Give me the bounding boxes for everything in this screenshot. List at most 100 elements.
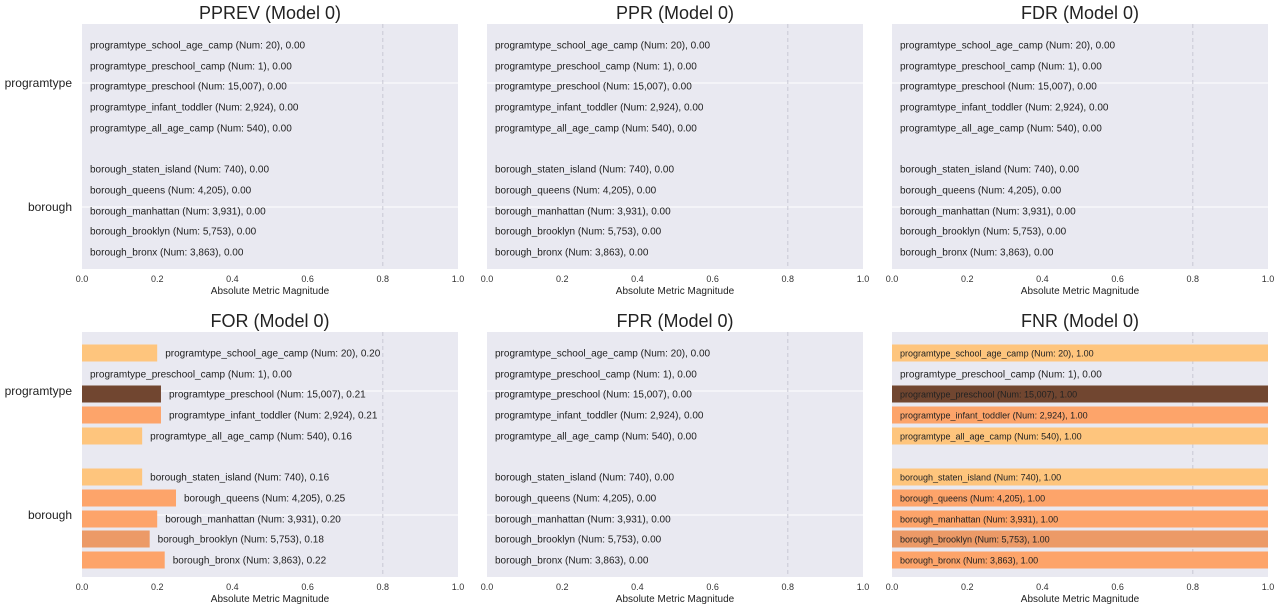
bar-label: borough_bronx (Num: 3,863), 0.00 — [90, 248, 244, 259]
x-tick-label: 0.0 — [886, 274, 899, 284]
x-tick-label: 0.4 — [1036, 274, 1049, 284]
x-tick-label: 0.0 — [481, 274, 494, 284]
x-axis-label: Absolute Metric Magnitude — [1021, 286, 1140, 297]
bar-label: programtype_school_age_camp (Num: 20), 1… — [900, 349, 1094, 359]
bar-label: programtype_all_age_camp (Num: 540), 0.1… — [150, 432, 352, 443]
bar-label: borough_brooklyn (Num: 5,753), 1.00 — [900, 535, 1050, 545]
bar-label: programtype_all_age_camp (Num: 540), 1.0… — [900, 432, 1082, 442]
bar-label: borough_manhattan (Num: 3,931), 0.00 — [900, 207, 1076, 218]
x-tick-label: 0.8 — [1187, 274, 1200, 284]
bar-label: borough_queens (Num: 4,205), 0.00 — [495, 186, 657, 197]
x-tick-label: 1.0 — [857, 274, 870, 284]
bar-label: borough_queens (Num: 4,205), 0.00 — [900, 186, 1062, 197]
bar-label: programtype_infant_toddler (Num: 2,924),… — [900, 103, 1109, 114]
bar-label: programtype_preschool_camp (Num: 1), 0.0… — [90, 370, 292, 381]
bar-label: programtype_preschool (Num: 15,007), 0.0… — [495, 390, 692, 401]
bar — [82, 406, 161, 424]
bar — [892, 427, 1268, 445]
bar — [892, 510, 1268, 528]
bar-label: programtype_school_age_camp (Num: 20), 0… — [90, 41, 306, 52]
x-tick-label: 1.0 — [1262, 274, 1275, 284]
bar-label: borough_manhattan (Num: 3,931), 0.00 — [495, 515, 671, 526]
bar-label: borough_queens (Num: 4,205), 0.25 — [184, 494, 346, 505]
bar — [82, 385, 161, 403]
bar — [82, 510, 158, 528]
x-tick-label: 0.8 — [782, 274, 795, 284]
x-tick-label: 0.6 — [1111, 582, 1124, 592]
bar-label: borough_queens (Num: 4,205), 0.00 — [495, 494, 657, 505]
x-tick-label: 0.2 — [556, 274, 569, 284]
bar-label: programtype_preschool (Num: 15,007), 1.0… — [900, 390, 1077, 400]
bar-label: programtype_preschool (Num: 15,007), 0.0… — [495, 82, 692, 93]
bar-label: programtype_preschool_camp (Num: 1), 0.0… — [495, 62, 697, 73]
x-tick-label: 0.8 — [377, 274, 390, 284]
bar-label: borough_staten_island (Num: 740), 1.00 — [900, 473, 1061, 483]
bar-label: borough_bronx (Num: 3,863), 1.00 — [900, 556, 1038, 566]
bar-label: programtype_preschool (Num: 15,007), 0.0… — [900, 82, 1097, 93]
plot-area — [82, 24, 458, 269]
bar-label: borough_brooklyn (Num: 5,753), 0.00 — [900, 227, 1067, 238]
x-tick-label: 0.0 — [76, 582, 89, 592]
x-axis-label: Absolute Metric Magnitude — [616, 286, 735, 297]
bar-label: borough_staten_island (Num: 740), 0.00 — [90, 165, 269, 176]
bar-label: programtype_preschool_camp (Num: 1), 0.0… — [900, 370, 1102, 381]
x-axis-label: Absolute Metric Magnitude — [616, 594, 735, 605]
group-label-borough: borough — [28, 200, 72, 214]
x-tick-label: 1.0 — [1262, 582, 1275, 592]
bar — [82, 530, 150, 548]
bar-label: programtype_school_age_camp (Num: 20), 0… — [165, 349, 381, 360]
bar-label: programtype_all_age_camp (Num: 540), 0.0… — [495, 124, 697, 135]
bar-label: borough_bronx (Num: 3,863), 0.00 — [495, 248, 649, 259]
bar-label: programtype_all_age_camp (Num: 540), 0.0… — [90, 124, 292, 135]
x-tick-label: 0.2 — [151, 582, 164, 592]
bar-label: borough_queens (Num: 4,205), 1.00 — [900, 494, 1045, 504]
plot-area — [892, 24, 1268, 269]
bar-label: borough_staten_island (Num: 740), 0.00 — [495, 473, 674, 484]
x-tick-label: 0.8 — [1187, 582, 1200, 592]
x-tick-label: 0.4 — [226, 582, 239, 592]
bar — [892, 344, 1268, 362]
bar — [82, 427, 143, 445]
bar-label: borough_staten_island (Num: 740), 0.16 — [150, 473, 329, 484]
plot-area — [487, 332, 863, 577]
bar-label: borough_bronx (Num: 3,863), 0.00 — [495, 556, 649, 567]
bar-label: borough_brooklyn (Num: 5,753), 0.00 — [495, 535, 662, 546]
panel-title: FDR (Model 0) — [1021, 3, 1139, 23]
bar-label: programtype_school_age_camp (Num: 20), 0… — [900, 41, 1116, 52]
bar-label: programtype_all_age_camp (Num: 540), 0.0… — [900, 124, 1102, 135]
x-tick-label: 0.0 — [481, 582, 494, 592]
x-tick-label: 0.2 — [961, 274, 974, 284]
x-tick-label: 0.2 — [151, 274, 164, 284]
bar-label: borough_bronx (Num: 3,863), 0.22 — [173, 556, 327, 567]
bar — [892, 489, 1268, 507]
x-tick-label: 0.2 — [961, 582, 974, 592]
x-tick-label: 0.4 — [631, 582, 644, 592]
bar — [82, 551, 165, 569]
bar-label: programtype_infant_toddler (Num: 2,924),… — [90, 103, 299, 114]
group-label-programtype: programtype — [5, 76, 73, 90]
bar-label: borough_brooklyn (Num: 5,753), 0.18 — [158, 535, 325, 546]
bar — [892, 551, 1268, 569]
bar-label: programtype_all_age_camp (Num: 540), 0.0… — [495, 432, 697, 443]
bar-label: programtype_preschool (Num: 15,007), 0.0… — [90, 82, 287, 93]
bar-label: programtype_infant_toddler (Num: 2,924),… — [495, 411, 704, 422]
x-tick-label: 0.4 — [631, 274, 644, 284]
x-axis-label: Absolute Metric Magnitude — [211, 594, 330, 605]
bar-label: borough_staten_island (Num: 740), 0.00 — [495, 165, 674, 176]
x-tick-label: 0.8 — [377, 582, 390, 592]
bar-label: borough_queens (Num: 4,205), 0.00 — [90, 186, 252, 197]
bar — [892, 385, 1268, 403]
x-tick-label: 0.6 — [706, 582, 719, 592]
x-tick-label: 0.0 — [76, 274, 89, 284]
x-tick-label: 0.6 — [706, 274, 719, 284]
bar — [892, 468, 1268, 486]
x-tick-label: 0.6 — [301, 274, 314, 284]
bar-label: programtype_school_age_camp (Num: 20), 0… — [495, 41, 711, 52]
bar-label: borough_staten_island (Num: 740), 0.00 — [900, 165, 1079, 176]
bar-label: programtype_preschool_camp (Num: 1), 0.0… — [495, 370, 697, 381]
x-tick-label: 0.4 — [1036, 582, 1049, 592]
bar-label: borough_brooklyn (Num: 5,753), 0.00 — [495, 227, 662, 238]
bar — [82, 468, 143, 486]
x-tick-label: 0.0 — [886, 582, 899, 592]
